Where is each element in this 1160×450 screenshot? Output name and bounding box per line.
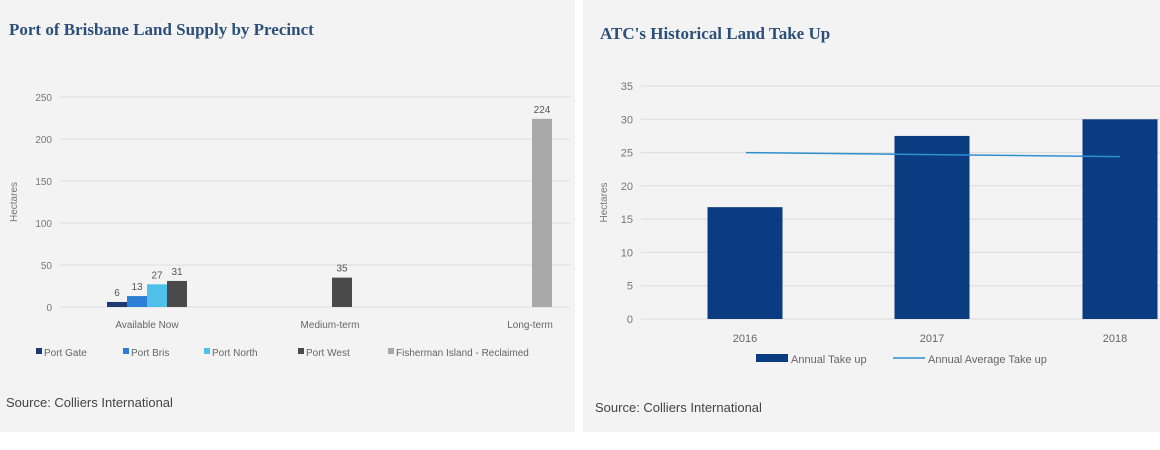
y-tick-label: 25 bbox=[621, 148, 633, 160]
x-tick-label: Available Now bbox=[115, 320, 179, 331]
bar bbox=[532, 118, 552, 307]
data-label: 27 bbox=[151, 270, 163, 281]
y-tick-label: 250 bbox=[35, 93, 52, 104]
right-chart-source: Source: Colliers International bbox=[595, 400, 762, 415]
bar bbox=[127, 296, 147, 307]
bar bbox=[894, 135, 970, 319]
y-tick-label: 50 bbox=[41, 261, 53, 272]
bar bbox=[332, 277, 352, 307]
legend-swatch bbox=[36, 348, 42, 354]
y-tick-label: 30 bbox=[621, 114, 633, 126]
left-chart-title: Port of Brisbane Land Supply by Precinct bbox=[9, 20, 314, 39]
data-label: 31 bbox=[171, 267, 183, 278]
x-tick-label: 2017 bbox=[920, 333, 944, 345]
y-tick-label: 10 bbox=[621, 247, 633, 259]
y-axis-label: Hectares bbox=[9, 182, 20, 222]
x-tick-label: Medium-term bbox=[301, 320, 360, 331]
data-label: 6 bbox=[114, 288, 120, 299]
left-chart-source: Source: Colliers International bbox=[6, 395, 173, 410]
y-tick-label: 0 bbox=[627, 314, 633, 326]
legend-label: Port North bbox=[212, 348, 258, 359]
y-axis-label: Hectares bbox=[599, 182, 610, 222]
legend-label: Annual Take up bbox=[791, 354, 867, 366]
legend-swatch bbox=[388, 348, 394, 354]
legend-label: Port West bbox=[306, 348, 350, 359]
y-tick-label: 100 bbox=[35, 219, 52, 230]
legend-label: Port Bris bbox=[131, 348, 169, 359]
right-chart-panel: ATC's Historical Land Take Up 0 5 10 15 20 25… bbox=[583, 0, 1160, 432]
left-chart-panel: Port of Brisbane Land Supply by Precinct… bbox=[0, 0, 575, 432]
land-take-up-chart: 0 5 10 15 20 25 30 35 Hectares 2016 2017 2018 Annual… bbox=[599, 81, 1160, 366]
x-tick-label: 2018 bbox=[1103, 333, 1127, 345]
legend-swatch bbox=[123, 348, 129, 354]
bar bbox=[107, 301, 127, 307]
land-supply-chart: 0 50 100 150 200 250 Hectares Available Now Medi… bbox=[9, 93, 570, 359]
bar bbox=[167, 280, 187, 307]
legend-swatch bbox=[204, 348, 210, 354]
x-tick-label: Long-term bbox=[507, 320, 553, 331]
y-tick-label: 15 bbox=[621, 214, 633, 226]
data-label: 13 bbox=[131, 282, 143, 293]
y-tick-label: 150 bbox=[35, 177, 52, 188]
y-tick-label: 0 bbox=[46, 303, 52, 314]
data-label: 224 bbox=[534, 105, 551, 116]
bar bbox=[707, 207, 783, 319]
right-chart-title: ATC's Historical Land Take Up bbox=[600, 24, 831, 43]
y-tick-label: 35 bbox=[621, 81, 633, 93]
legend-swatch bbox=[298, 348, 304, 354]
y-tick-label: 200 bbox=[35, 135, 52, 146]
x-tick-label: 2016 bbox=[733, 333, 757, 345]
y-tick-label: 5 bbox=[627, 281, 633, 293]
data-label: 35 bbox=[336, 264, 348, 275]
bar bbox=[147, 284, 167, 307]
bar bbox=[1082, 119, 1158, 320]
average-line bbox=[745, 151, 1121, 158]
legend-label: Annual Average Take up bbox=[928, 354, 1047, 366]
legend-swatch bbox=[756, 354, 788, 362]
y-tick-label: 20 bbox=[621, 181, 633, 193]
legend-label: Fisherman Island - Reclaimed bbox=[396, 348, 529, 359]
legend-label: Port Gate bbox=[44, 348, 87, 359]
